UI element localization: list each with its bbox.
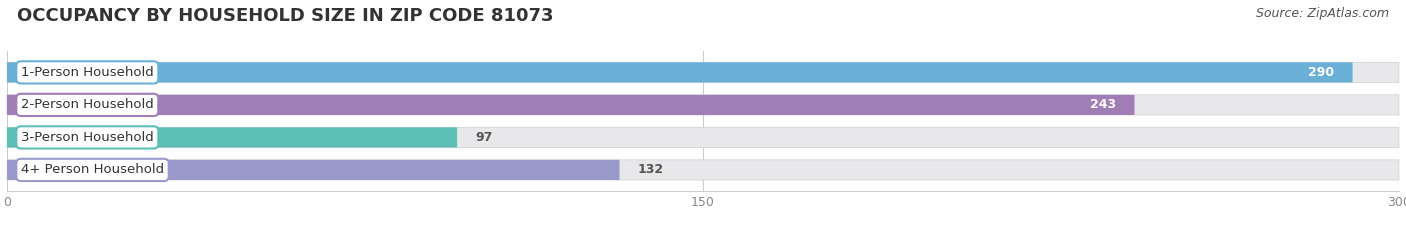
FancyBboxPatch shape xyxy=(7,95,1399,115)
Text: 1-Person Household: 1-Person Household xyxy=(21,66,153,79)
FancyBboxPatch shape xyxy=(7,62,1353,82)
FancyBboxPatch shape xyxy=(7,127,1399,147)
FancyBboxPatch shape xyxy=(7,95,1135,115)
Text: 243: 243 xyxy=(1090,98,1116,111)
FancyBboxPatch shape xyxy=(7,127,457,147)
Text: 4+ Person Household: 4+ Person Household xyxy=(21,163,165,176)
Text: 132: 132 xyxy=(638,163,664,176)
Text: 2-Person Household: 2-Person Household xyxy=(21,98,153,111)
FancyBboxPatch shape xyxy=(7,160,1399,180)
FancyBboxPatch shape xyxy=(7,160,620,180)
FancyBboxPatch shape xyxy=(7,62,1399,82)
Text: 97: 97 xyxy=(475,131,494,144)
Text: OCCUPANCY BY HOUSEHOLD SIZE IN ZIP CODE 81073: OCCUPANCY BY HOUSEHOLD SIZE IN ZIP CODE … xyxy=(17,7,554,25)
Text: 290: 290 xyxy=(1308,66,1334,79)
Text: 3-Person Household: 3-Person Household xyxy=(21,131,153,144)
Text: Source: ZipAtlas.com: Source: ZipAtlas.com xyxy=(1256,7,1389,20)
